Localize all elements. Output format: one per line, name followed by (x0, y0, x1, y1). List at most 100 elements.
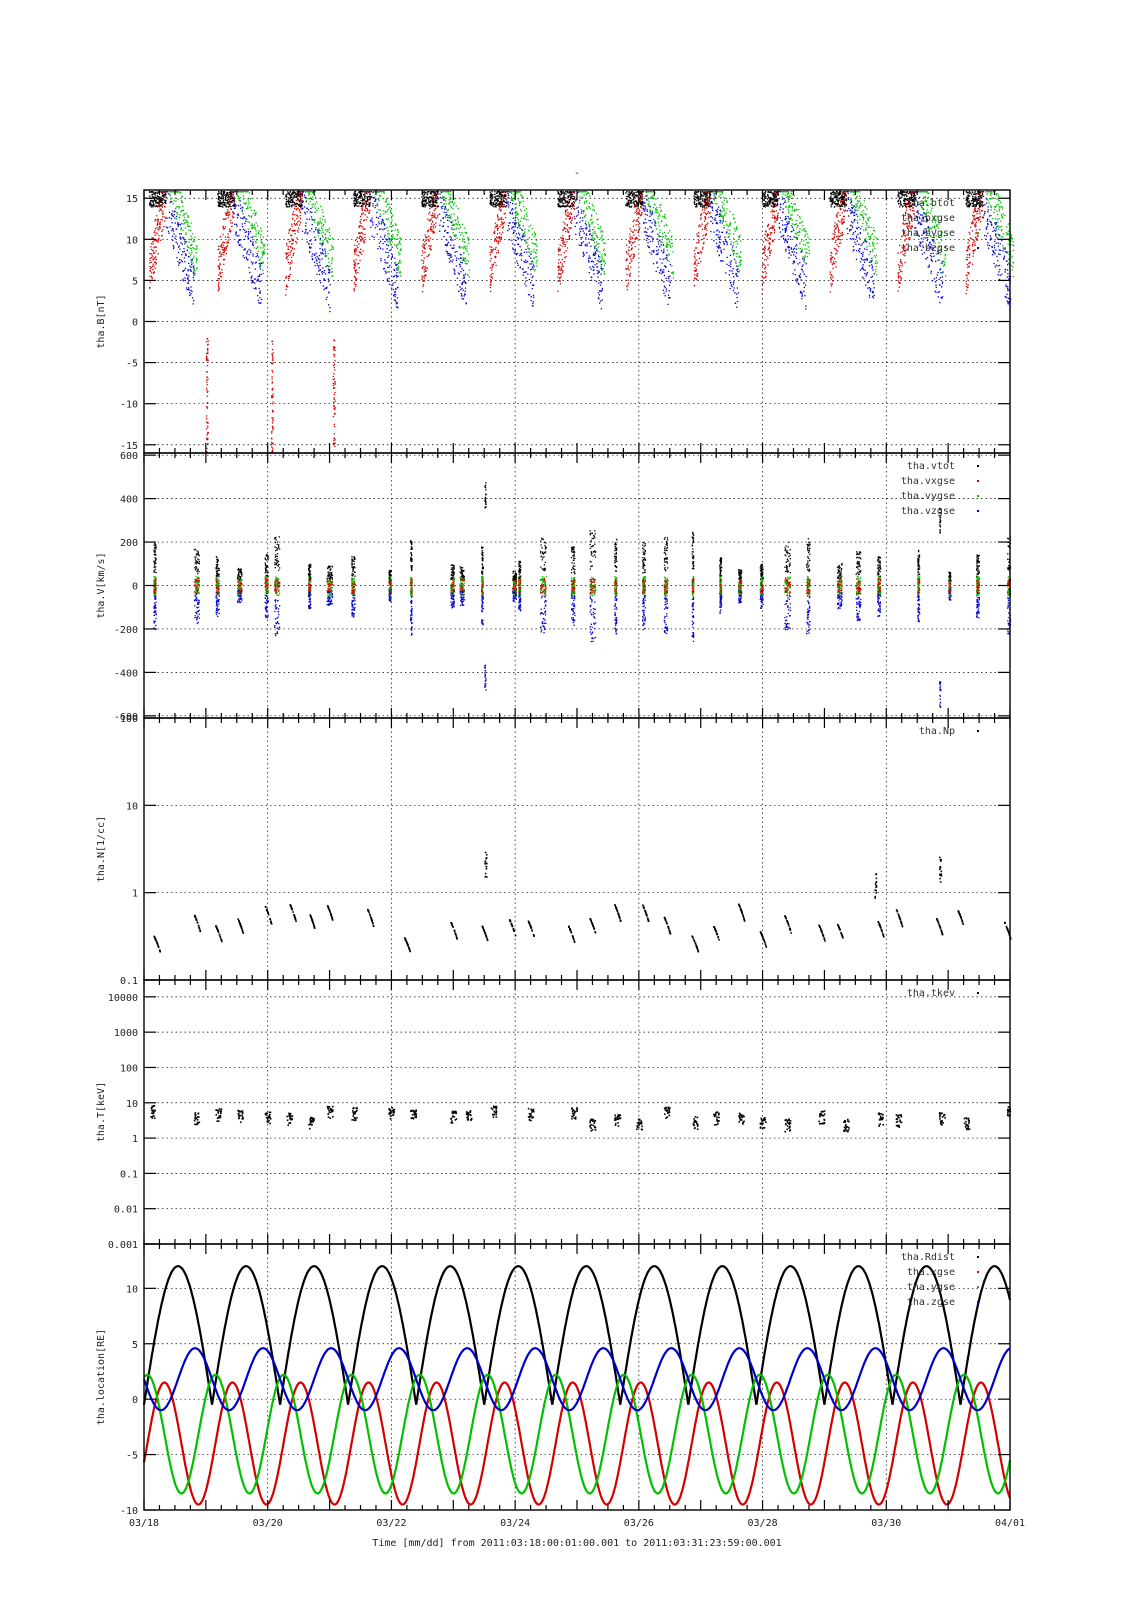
data-point (361, 205, 363, 207)
data-point (650, 253, 653, 255)
data-point (560, 267, 562, 269)
data-point (629, 275, 631, 277)
data-point (423, 203, 426, 205)
data-point (661, 232, 664, 235)
data-point (190, 259, 192, 261)
data-point (652, 262, 655, 265)
data-point (159, 222, 161, 225)
data-point (706, 198, 708, 200)
data-point (303, 194, 306, 196)
data-point (565, 238, 567, 241)
data-point (253, 227, 255, 229)
data-point (363, 203, 365, 205)
data-point (600, 263, 603, 266)
data-point (603, 242, 605, 244)
data-point (626, 273, 628, 276)
data-point (456, 223, 458, 226)
data-point (285, 257, 287, 259)
data-point (502, 194, 504, 197)
data-point (511, 226, 513, 228)
data-point (571, 193, 573, 196)
data-point (457, 272, 460, 274)
data-point (233, 200, 236, 202)
data-point (639, 195, 642, 197)
data-point (285, 198, 287, 201)
data-point (463, 281, 465, 283)
data-point (703, 193, 706, 196)
data-point (424, 200, 426, 203)
data-point (225, 253, 228, 255)
data-point (150, 199, 153, 202)
data-point (377, 191, 379, 193)
data-point (522, 274, 524, 276)
data-point (701, 199, 704, 201)
data-point (254, 240, 257, 243)
data-point (569, 199, 572, 201)
data-point (735, 275, 738, 277)
data-point (723, 227, 725, 229)
data-point (242, 255, 244, 257)
data-point (641, 191, 644, 193)
data-point (264, 244, 266, 246)
data-point (695, 196, 697, 198)
data-point (559, 201, 561, 203)
data-point (356, 205, 358, 207)
data-point (224, 213, 227, 215)
data-point (446, 214, 448, 216)
data-point (321, 253, 323, 255)
data-point (423, 246, 425, 249)
data-point (315, 201, 318, 203)
data-point (309, 240, 312, 242)
data-point (255, 242, 257, 244)
data-point (567, 231, 569, 233)
data-point (430, 223, 433, 225)
data-point (327, 229, 329, 231)
data-point (503, 221, 505, 224)
data-point (163, 191, 165, 194)
data-point (358, 226, 360, 228)
data-point (521, 236, 523, 238)
data-point (295, 194, 298, 196)
data-point (568, 218, 570, 220)
data-point (249, 198, 251, 200)
data-point (492, 272, 494, 275)
data-point (400, 262, 402, 264)
data-point (241, 210, 243, 213)
data-point (373, 236, 375, 239)
data-point (736, 227, 738, 229)
data-point (239, 200, 241, 202)
data-point (159, 221, 161, 223)
data-point (531, 266, 534, 268)
data-point (629, 242, 631, 245)
data-point (733, 250, 736, 252)
data-point (294, 193, 297, 195)
data-point (298, 220, 300, 222)
data-point (287, 238, 289, 241)
data-point (704, 191, 706, 193)
data-point (492, 194, 494, 196)
data-point (247, 228, 250, 230)
data-point (434, 216, 436, 218)
data-point (178, 205, 180, 208)
data-point (162, 191, 164, 193)
data-point (453, 228, 456, 231)
data-point (534, 243, 536, 245)
data-point (399, 237, 402, 240)
data-point (238, 235, 240, 237)
data-point (309, 230, 311, 232)
data-point (432, 232, 434, 234)
data-point (527, 247, 529, 249)
data-point (497, 203, 500, 206)
data-point (372, 205, 374, 207)
data-point (255, 261, 257, 263)
data-point (250, 224, 253, 227)
data-point (302, 201, 304, 203)
data-point (558, 196, 561, 198)
data-point (595, 234, 598, 237)
data-point (651, 210, 653, 212)
data-point (250, 236, 252, 239)
data-point (302, 191, 305, 193)
data-point (449, 236, 451, 238)
data-point (190, 254, 192, 256)
data-point (217, 283, 220, 286)
